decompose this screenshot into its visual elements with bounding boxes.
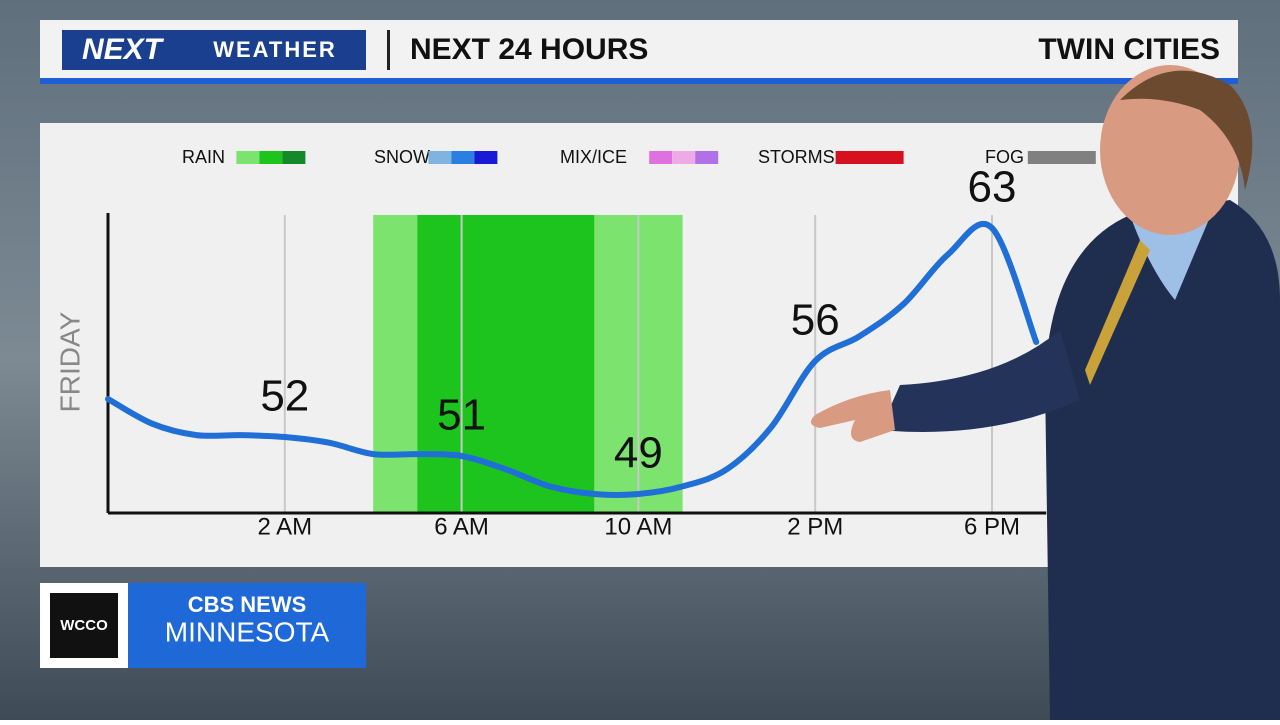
value-label: 63: [968, 163, 1017, 212]
legend-label: MIX/ICE: [560, 147, 627, 167]
legend-label: FOG: [985, 147, 1024, 167]
x-tick-label: 6 PM: [964, 513, 1020, 540]
legend-swatch: [428, 151, 452, 164]
legend-swatch: [236, 151, 260, 164]
presenter: [811, 65, 1280, 720]
legend-swatch: [451, 151, 475, 164]
x-tick-label: 2 PM: [787, 513, 843, 540]
x-tick-label: 2 AM: [257, 513, 312, 540]
temperature-line: [105, 221, 1040, 498]
x-tick-label: 6 AM: [434, 513, 489, 540]
legend-swatch: [672, 151, 696, 164]
network-box: [128, 583, 366, 668]
logo-box: [62, 30, 366, 70]
region: MINNESOTA: [165, 616, 330, 647]
value-label: 52: [260, 372, 309, 421]
legend-swatch: [1027, 151, 1096, 164]
logo-sub: WEATHER: [213, 37, 337, 62]
rain-band: [417, 215, 595, 513]
station-inner: [50, 593, 118, 658]
legend-swatch: [695, 151, 719, 164]
station: WCCO: [60, 617, 108, 634]
value-label: 51: [437, 391, 486, 440]
chart: RAIN SNOW MIX/ICE STORMS FOG 2 AM 6 AM 10 AM 2 P…: [105, 147, 1096, 540]
legend-label: SNOW: [374, 147, 430, 167]
divider: [387, 30, 390, 70]
legend-swatch: [649, 151, 673, 164]
value-label: 49: [614, 429, 663, 478]
header-rule: [40, 78, 1238, 84]
header-title: NEXT 24 HOURS: [410, 33, 648, 66]
legend-swatch: [835, 151, 904, 164]
legend-swatch: [282, 151, 306, 164]
legend-swatch: [474, 151, 498, 164]
location: TWIN CITIES: [1038, 33, 1220, 66]
x-tick-label: 10 AM: [604, 513, 672, 540]
y-axis-label: FRIDAY: [54, 311, 85, 412]
legend-swatch: [259, 151, 283, 164]
logo: NEXT: [82, 33, 165, 66]
value-label: 56: [791, 296, 840, 345]
network: CBS NEWS: [188, 592, 307, 617]
legend-label: STORMS: [758, 147, 835, 167]
legend-label: RAIN: [182, 147, 225, 167]
